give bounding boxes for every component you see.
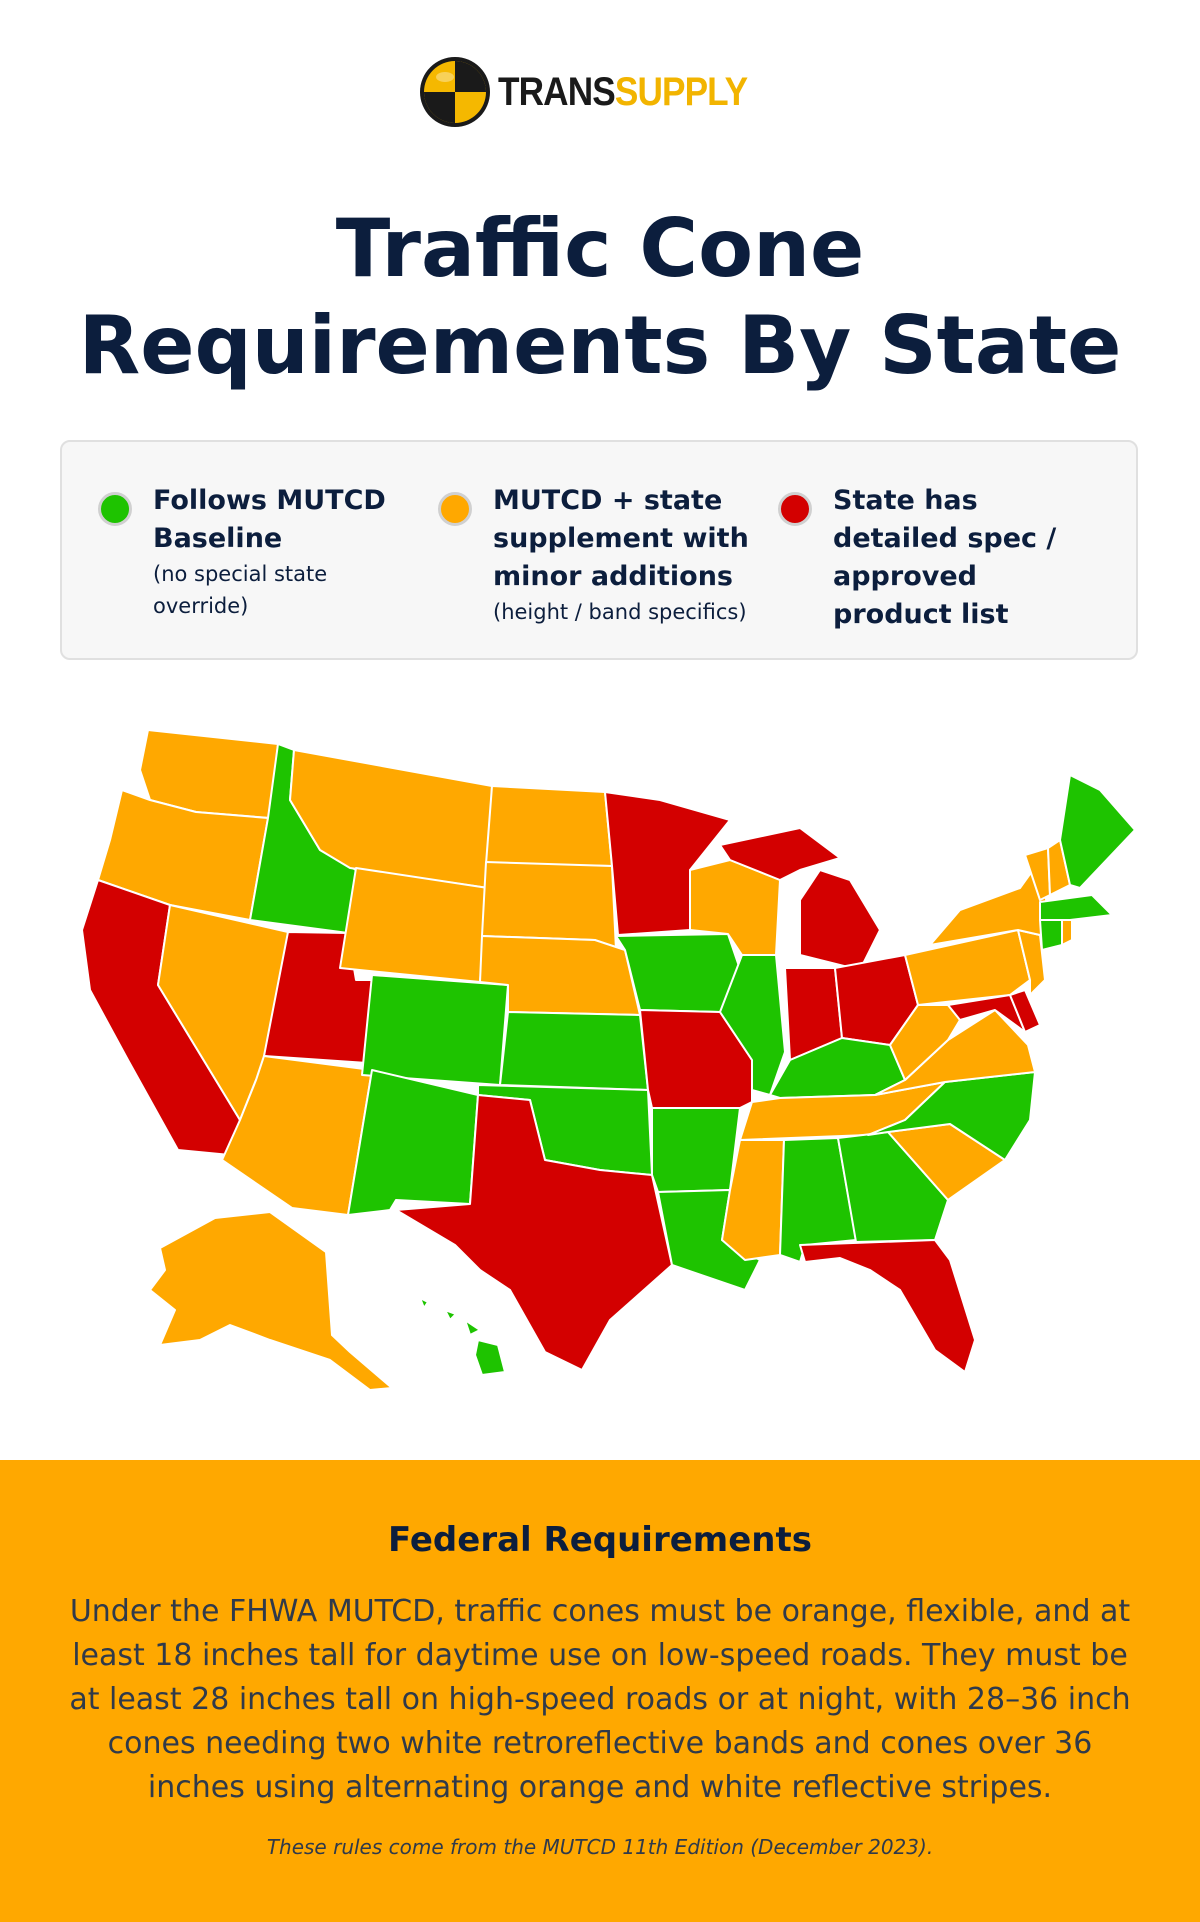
state-ri — [1061, 919, 1073, 946]
state-wy — [339, 867, 489, 983]
logo-wordmark: TRANSSUPPLY — [498, 70, 748, 114]
state-me — [1059, 774, 1136, 889]
page-title-line-2: Requirements By State — [78, 299, 1122, 392]
state-ct — [1039, 919, 1063, 951]
state-ma — [1039, 894, 1113, 921]
legend-title-baseline: Follows MUTCD Baseline — [153, 485, 386, 554]
legend-label-supplement: MUTCD + state supplement with minor addi… — [493, 482, 763, 628]
legend-title-detailed: State has detailed spec / approved produ… — [833, 485, 1057, 630]
state-de — [1009, 989, 1041, 1033]
state-ak — [149, 1211, 393, 1391]
legend-panel: Follows MUTCD Baseline (no special state … — [60, 440, 1138, 660]
state-ks — [499, 1011, 649, 1091]
us-state-map — [81, 729, 1136, 1391]
brand-logo: TRANSSUPPLY — [0, 55, 1200, 129]
federal-title: Federal Requirements — [388, 1520, 812, 1560]
state-nm — [347, 1069, 479, 1216]
state-nc — [867, 1071, 1036, 1161]
legend-label-baseline: Follows MUTCD Baseline (no special state … — [153, 482, 423, 622]
federal-body: Under the FHWA MUTCD, traffic cones must… — [69, 1594, 1131, 1805]
state-fl — [799, 1239, 976, 1373]
state-ar — [651, 1107, 741, 1193]
federal-source-note: These rules come from the MUTCD 11th Edi… — [266, 1835, 934, 1859]
legend-title-supplement: MUTCD + state supplement with minor addi… — [493, 485, 749, 592]
legend-label-detailed: State has detailed spec / approved produ… — [833, 482, 1103, 634]
page-title-line-1: Traffic Cone — [335, 202, 865, 295]
state-tx — [395, 1094, 673, 1371]
page-title: Traffic Cone Requirements By State — [0, 200, 1200, 394]
legend-dot-orange-icon — [438, 492, 472, 526]
legend-note-supplement: (height / band specifics) — [493, 600, 747, 624]
legend-note-baseline: (no special state override) — [153, 562, 328, 618]
state-md — [947, 994, 1026, 1033]
legend-dot-green-icon — [98, 492, 132, 526]
federal-requirements-banner: Federal Requirements Under the FHWA MUTC… — [0, 1460, 1200, 1922]
logo-text-trans: TRANS — [498, 70, 616, 114]
state-nd — [485, 785, 613, 867]
legend-dot-red-icon — [778, 492, 812, 526]
state-hi — [419, 1297, 506, 1376]
logo-crash-target-icon — [420, 57, 491, 127]
state-il — [719, 954, 786, 1096]
logo-text-supply: SUPPLY — [615, 70, 748, 114]
state-co — [361, 974, 509, 1086]
